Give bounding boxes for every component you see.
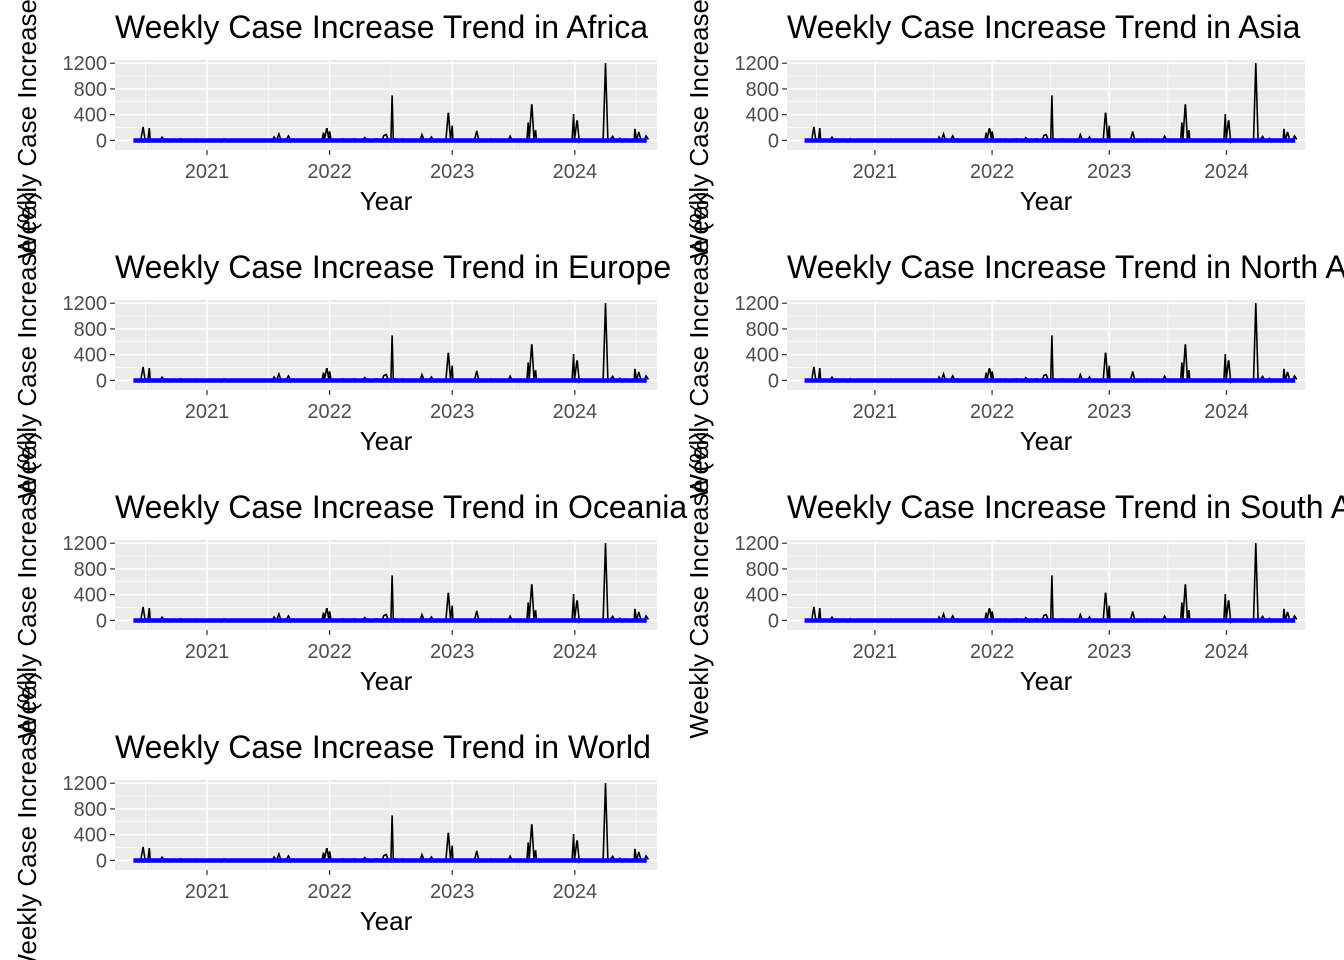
x-axis-label: Year [360, 426, 413, 456]
x-tick-label: 2022 [970, 641, 1015, 663]
y-tick-label: 1200 [735, 293, 780, 315]
chart-panel: Weekly Case Increase Trend in Europe 0 400… [12, 191, 671, 498]
y-axis-label: Weekly Case Increase (%) [684, 0, 714, 259]
y-tick-label: 800 [74, 559, 107, 581]
y-tick-label: 400 [74, 105, 107, 127]
x-tick-label: 2021 [185, 161, 230, 183]
chart-title: Weekly Case Increase Trend in World [115, 729, 651, 765]
y-tick-label: 400 [746, 345, 779, 367]
x-tick-label: 2023 [1087, 641, 1132, 663]
y-tick-label: 0 [96, 610, 107, 632]
x-tick-label: 2023 [430, 401, 475, 423]
x-tick-label: 2022 [307, 161, 352, 183]
y-tick-label: 0 [768, 370, 779, 392]
x-tick-label: 2024 [553, 401, 598, 423]
x-tick-label: 2021 [185, 881, 230, 903]
y-tick-label: 800 [74, 79, 107, 101]
x-tick-label: 2024 [1204, 641, 1249, 663]
y-tick-label: 1200 [63, 533, 108, 555]
x-tick-label: 2021 [853, 161, 898, 183]
y-tick-label: 400 [746, 105, 779, 127]
y-tick-label: 400 [74, 585, 107, 607]
x-tick-label: 2022 [307, 641, 352, 663]
x-tick-label: 2022 [970, 161, 1015, 183]
x-tick-label: 2021 [185, 401, 230, 423]
x-tick-label: 2024 [553, 881, 598, 903]
x-tick-label: 2021 [185, 641, 230, 663]
y-tick-label: 800 [746, 319, 779, 341]
chart-title: Weekly Case Increase Trend in Africa [115, 9, 648, 45]
x-tick-label: 2022 [970, 401, 1015, 423]
x-tick-label: 2023 [430, 161, 475, 183]
y-tick-label: 800 [74, 799, 107, 821]
x-tick-label: 2023 [1087, 161, 1132, 183]
x-tick-label: 2022 [307, 881, 352, 903]
chart-panel: Weekly Case Increase Trend in Africa 0 400… [12, 0, 657, 259]
y-axis-label: Weekly Case Increase (%) [684, 191, 714, 498]
y-tick-label: 800 [746, 559, 779, 581]
chart-title: Weekly Case Increase Trend in Oceania [115, 489, 687, 525]
x-tick-label: 2023 [1087, 401, 1132, 423]
x-axis-label: Year [360, 186, 413, 216]
x-tick-label: 2023 [430, 881, 475, 903]
y-tick-label: 1200 [63, 53, 108, 75]
y-axis-label: Weekly Case Increase (%) [12, 671, 42, 960]
chart-panel: Weekly Case Increase Trend in Asia 0 400 80… [684, 0, 1305, 259]
y-tick-label: 800 [74, 319, 107, 341]
chart-title: Weekly Case Increase Trend in Europe [115, 249, 671, 285]
y-tick-label: 800 [746, 79, 779, 101]
y-axis-label: Weekly Case Increase (%) [12, 191, 42, 498]
y-tick-label: 1200 [735, 533, 780, 555]
grid-lines [115, 300, 657, 390]
chart-title: Weekly Case Increase Trend in Asia [787, 9, 1301, 45]
chart-panel: Weekly Case Increase Trend in World 0 400 8… [12, 671, 657, 960]
y-tick-label: 1200 [735, 53, 780, 75]
x-tick-label: 2024 [553, 161, 598, 183]
x-axis-label: Year [1020, 186, 1073, 216]
y-tick-label: 0 [96, 370, 107, 392]
chart-title: Weekly Case Increase Trend in South Amer… [787, 489, 1344, 525]
y-axis-label: Weekly Case Increase (%) [684, 431, 714, 738]
x-tick-label: 2024 [553, 641, 598, 663]
chart-panel: Weekly Case Increase Trend in South Amer… [684, 431, 1344, 738]
x-tick-label: 2021 [853, 401, 898, 423]
x-tick-label: 2024 [1204, 161, 1249, 183]
x-tick-label: 2024 [1204, 401, 1249, 423]
x-tick-label: 2021 [853, 641, 898, 663]
y-tick-label: 400 [746, 585, 779, 607]
chart-panel: Weekly Case Increase Trend in North Amer… [684, 191, 1344, 498]
y-tick-label: 400 [74, 345, 107, 367]
x-axis-label: Year [360, 906, 413, 936]
x-tick-label: 2022 [307, 401, 352, 423]
y-tick-label: 1200 [63, 773, 108, 795]
x-axis-label: Year [360, 666, 413, 696]
x-axis-label: Year [1020, 666, 1073, 696]
y-tick-label: 0 [96, 850, 107, 872]
y-axis-label: Weekly Case Increase (%) [12, 431, 42, 738]
y-tick-label: 0 [768, 130, 779, 152]
x-tick-label: 2023 [430, 641, 475, 663]
chart-panel: Weekly Case Increase Trend in Oceania 0 40… [12, 431, 687, 738]
y-tick-label: 1200 [63, 293, 108, 315]
y-tick-label: 0 [768, 610, 779, 632]
y-tick-label: 400 [74, 825, 107, 847]
chart-title: Weekly Case Increase Trend in North Amer… [787, 249, 1344, 285]
y-axis-label: Weekly Case Increase (%) [12, 0, 42, 259]
y-tick-label: 0 [96, 130, 107, 152]
x-axis-label: Year [1020, 426, 1073, 456]
